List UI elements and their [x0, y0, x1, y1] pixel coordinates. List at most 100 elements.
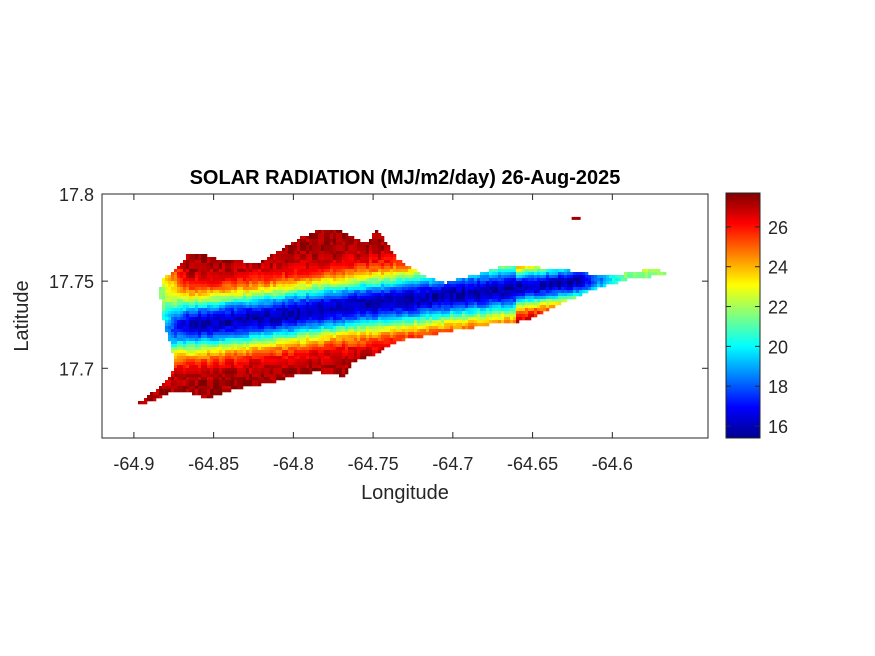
heatmap-cell — [546, 308, 550, 312]
heatmap-cell — [582, 275, 586, 279]
heatmap-cell — [357, 302, 361, 306]
heatmap-cell — [333, 257, 337, 261]
heatmap-cell — [165, 290, 169, 294]
heatmap-cell — [183, 350, 187, 354]
heatmap-cell — [447, 302, 451, 306]
heatmap-cell — [288, 332, 292, 336]
heatmap-cell — [381, 323, 385, 327]
heatmap-cell — [381, 302, 385, 306]
heatmap-cell — [180, 359, 184, 363]
heatmap-cell — [579, 281, 583, 285]
heatmap-cell — [582, 290, 586, 294]
heatmap-cell — [363, 299, 367, 303]
heatmap-cell — [453, 323, 457, 327]
heatmap-cell — [216, 299, 220, 303]
heatmap-cell — [273, 368, 277, 372]
heatmap-cell — [162, 281, 166, 285]
heatmap-cell — [228, 305, 232, 309]
heatmap-cell — [300, 242, 304, 246]
heatmap-cell — [333, 251, 337, 255]
heatmap-cell — [603, 281, 607, 285]
heatmap-cell — [327, 308, 331, 312]
heatmap-cell — [366, 308, 370, 312]
heatmap-cell — [495, 290, 499, 294]
heatmap-cell — [195, 257, 199, 261]
heatmap-cell — [369, 293, 373, 297]
heatmap-cell — [288, 284, 292, 288]
heatmap-cell — [291, 329, 295, 333]
heatmap-cell — [498, 317, 502, 321]
heatmap-cell — [495, 284, 499, 288]
heatmap-cell — [318, 281, 322, 285]
heatmap-cell — [234, 377, 238, 381]
heatmap-cell — [336, 317, 340, 321]
heatmap-cell — [441, 317, 445, 321]
heatmap-cell — [498, 281, 502, 285]
heatmap-cell — [375, 290, 379, 294]
heatmap-cell — [537, 275, 541, 279]
heatmap-cell — [408, 326, 412, 330]
heatmap-cell — [204, 263, 208, 267]
heatmap-cell — [240, 365, 244, 369]
heatmap-cell — [279, 251, 283, 255]
heatmap-cell — [306, 308, 310, 312]
heatmap-cell — [504, 269, 508, 273]
heatmap-cell — [288, 314, 292, 318]
heatmap-cell — [213, 323, 217, 327]
heatmap-cell — [402, 302, 406, 306]
heatmap-cell — [414, 284, 418, 288]
heatmap-cell — [402, 269, 406, 273]
heatmap-cell — [438, 317, 442, 321]
heatmap-cell — [321, 272, 325, 276]
heatmap-cell — [300, 359, 304, 363]
heatmap-cell — [264, 377, 268, 381]
heatmap-cell — [138, 401, 142, 405]
heatmap-cell — [465, 287, 469, 291]
heatmap-cell — [315, 308, 319, 312]
heatmap-cell — [405, 308, 409, 312]
heatmap-cell — [363, 296, 367, 300]
heatmap-cell — [294, 365, 298, 369]
heatmap-cell — [183, 338, 187, 342]
heatmap-cell — [273, 347, 277, 351]
heatmap-cell — [321, 248, 325, 252]
heatmap-cell — [456, 308, 460, 312]
heatmap-cell — [282, 356, 286, 360]
heatmap-cell — [378, 347, 382, 351]
heatmap-cell — [528, 305, 532, 309]
heatmap-cell — [327, 239, 331, 243]
heatmap-cell — [321, 263, 325, 267]
heatmap-cell — [291, 254, 295, 258]
heatmap-cell — [507, 320, 511, 324]
heatmap-cell — [564, 281, 568, 285]
heatmap-cell — [354, 302, 358, 306]
heatmap-cell — [453, 293, 457, 297]
heatmap-cell — [156, 389, 160, 393]
heatmap-cell — [420, 323, 424, 327]
heatmap-cell — [243, 308, 247, 312]
heatmap-cell — [180, 335, 184, 339]
heatmap-cell — [318, 293, 322, 297]
colorbar-gradient — [725, 192, 761, 439]
heatmap-cell — [411, 335, 415, 339]
heatmap-cell — [354, 257, 358, 261]
heatmap-cell — [249, 296, 253, 300]
heatmap-cell — [423, 329, 427, 333]
heatmap-cell — [333, 332, 337, 336]
heatmap-cell — [519, 296, 523, 300]
heatmap-cell — [459, 302, 463, 306]
heatmap-cell — [276, 362, 280, 366]
heatmap-cell — [300, 368, 304, 372]
heatmap-cell — [591, 278, 595, 282]
heatmap-cell — [192, 335, 196, 339]
heatmap-cell — [324, 254, 328, 258]
heatmap-cell — [189, 302, 193, 306]
heatmap-cell — [495, 296, 499, 300]
heatmap-cell — [333, 326, 337, 330]
heatmap-cell — [519, 299, 523, 303]
heatmap-cell — [393, 278, 397, 282]
heatmap-cell — [516, 293, 520, 297]
heatmap-cell — [294, 284, 298, 288]
heatmap-cell — [372, 266, 376, 270]
heatmap-cell — [192, 257, 196, 261]
